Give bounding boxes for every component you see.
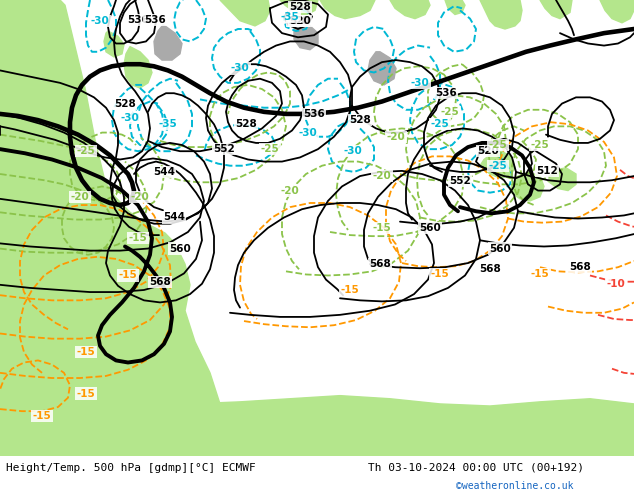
Polygon shape [510, 172, 544, 201]
Text: -15: -15 [119, 270, 138, 280]
Text: 528: 528 [235, 119, 257, 129]
Text: -25: -25 [261, 144, 280, 154]
Polygon shape [390, 0, 430, 19]
Text: 560: 560 [169, 244, 191, 253]
Text: 520: 520 [289, 16, 311, 25]
Text: -25: -25 [489, 140, 507, 150]
Text: 528: 528 [289, 2, 311, 12]
Text: -15: -15 [129, 233, 147, 243]
Text: 568: 568 [569, 262, 591, 272]
Text: -30: -30 [91, 16, 110, 25]
Polygon shape [600, 0, 634, 23]
Polygon shape [280, 0, 318, 16]
Polygon shape [480, 0, 522, 29]
Text: -15: -15 [430, 270, 450, 279]
Text: 544: 544 [153, 167, 175, 177]
Text: 536: 536 [303, 109, 325, 119]
Text: -15: -15 [77, 347, 95, 357]
Text: 528: 528 [114, 98, 136, 109]
Text: -15: -15 [373, 223, 391, 233]
Text: -15: -15 [340, 285, 359, 295]
Text: -20: -20 [131, 192, 150, 202]
Polygon shape [220, 0, 270, 26]
Text: -20: -20 [70, 192, 89, 202]
Text: 512: 512 [536, 166, 558, 176]
Text: -10: -10 [607, 279, 625, 289]
Text: Th 03-10-2024 00:00 UTC (00+192): Th 03-10-2024 00:00 UTC (00+192) [368, 463, 584, 473]
Text: -15: -15 [77, 389, 95, 398]
Text: 552: 552 [449, 176, 471, 186]
Text: -30: -30 [231, 63, 249, 74]
Text: 520: 520 [477, 146, 499, 156]
Text: 568: 568 [479, 264, 501, 274]
Text: 536: 536 [435, 88, 457, 98]
Text: -20: -20 [373, 171, 391, 181]
Polygon shape [548, 168, 576, 191]
Text: -15: -15 [531, 270, 550, 279]
Text: 520: 520 [287, 16, 309, 25]
Polygon shape [445, 0, 465, 15]
Text: 536: 536 [144, 15, 166, 24]
Polygon shape [294, 21, 318, 49]
Polygon shape [368, 52, 396, 85]
Text: -35: -35 [158, 119, 178, 129]
Text: 568: 568 [149, 277, 171, 287]
Polygon shape [154, 25, 182, 60]
Text: -25: -25 [430, 119, 450, 129]
Text: -30: -30 [299, 127, 318, 138]
Polygon shape [480, 151, 515, 178]
Text: ©weatheronline.co.uk: ©weatheronline.co.uk [456, 481, 574, 490]
Text: -30: -30 [411, 78, 429, 88]
Text: -30: -30 [120, 113, 139, 123]
Text: 536: 536 [127, 15, 149, 24]
Text: -25: -25 [77, 146, 95, 156]
Text: -25: -25 [531, 140, 550, 150]
Polygon shape [104, 31, 124, 57]
Polygon shape [124, 47, 152, 88]
Polygon shape [320, 0, 375, 19]
Text: 528: 528 [349, 115, 371, 125]
Polygon shape [0, 0, 220, 456]
Text: Height/Temp. 500 hPa [gdmp][°C] ECMWF: Height/Temp. 500 hPa [gdmp][°C] ECMWF [6, 463, 256, 473]
Polygon shape [540, 0, 572, 19]
Text: 552: 552 [213, 144, 235, 154]
Text: -30: -30 [344, 146, 363, 156]
Text: 560: 560 [489, 244, 511, 253]
Text: 544: 544 [163, 213, 185, 222]
Text: 568: 568 [369, 259, 391, 269]
Polygon shape [0, 395, 634, 456]
Text: -15: -15 [32, 411, 51, 421]
Text: -25: -25 [489, 161, 507, 171]
Text: 560: 560 [419, 223, 441, 233]
Text: -25: -25 [441, 107, 460, 117]
Text: -20: -20 [281, 186, 299, 196]
Text: -35: -35 [281, 12, 299, 22]
Text: -20: -20 [387, 132, 405, 142]
